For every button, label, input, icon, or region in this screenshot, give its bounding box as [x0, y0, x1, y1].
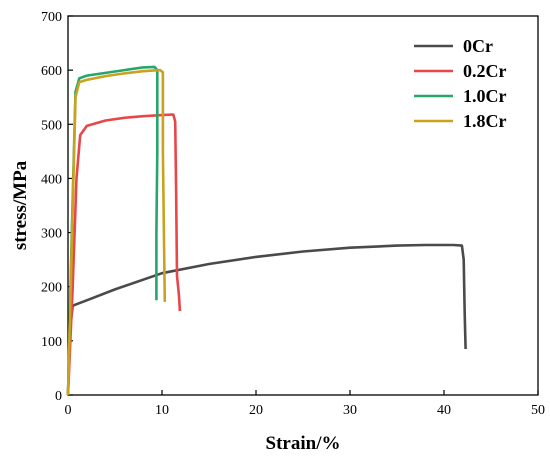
x-tick-label: 50 — [531, 403, 545, 418]
legend-label: 0.2Cr — [463, 61, 507, 81]
y-tick-label: 700 — [41, 10, 62, 25]
y-tick-label: 0 — [55, 389, 62, 404]
series-layer — [66, 65, 467, 396]
series-line-0cr — [66, 243, 467, 396]
x-tick-label: 20 — [249, 403, 263, 418]
x-axis: 0 10 20 30 40 50 — [65, 390, 545, 418]
y-tick-label: 600 — [41, 64, 62, 79]
series-line-1-0cr — [66, 65, 159, 396]
legend-label: 1.0Cr — [463, 86, 507, 106]
legend: 0Cr 0.2Cr 1.0Cr 1.8Cr — [414, 36, 507, 131]
x-axis-title: Strain/% — [266, 433, 341, 454]
x-tick-label: 0 — [65, 403, 72, 418]
legend-label: 0Cr — [463, 36, 493, 56]
series-line-1-8cr — [66, 68, 167, 396]
series-line-0-2cr — [66, 113, 182, 396]
y-tick-label: 400 — [41, 172, 62, 187]
x-tick-label: 10 — [155, 403, 169, 418]
y-tick-label: 300 — [41, 227, 62, 242]
y-tick-label: 500 — [41, 118, 62, 133]
legend-label: 1.8Cr — [463, 111, 507, 131]
y-axis: 0 100 200 300 400 500 600 700 — [41, 10, 73, 404]
y-axis-title: stress/MPa — [10, 160, 31, 250]
y-tick-label: 100 — [41, 335, 62, 350]
x-tick-label: 30 — [343, 403, 357, 418]
y-tick-label: 200 — [41, 281, 62, 296]
plot-frame — [67, 15, 539, 396]
x-tick-label: 40 — [437, 403, 451, 418]
plot-border — [67, 15, 539, 396]
